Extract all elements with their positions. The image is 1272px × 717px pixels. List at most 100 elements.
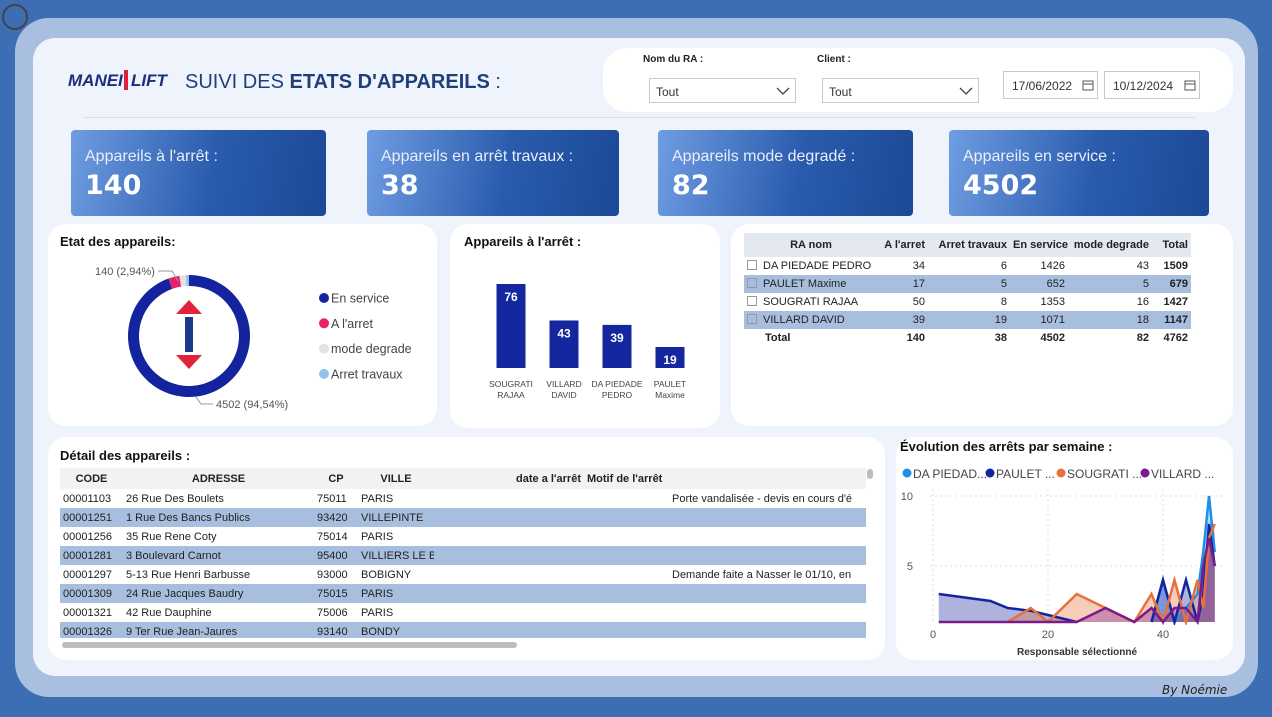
donut-slice bbox=[168, 275, 182, 289]
expand-button[interactable] bbox=[747, 296, 757, 306]
data-label: 39 bbox=[610, 331, 624, 345]
header-row: RA nom A l'arret Arret travaux En service mo… bbox=[744, 233, 1191, 257]
total-cell: 4762 bbox=[1163, 332, 1188, 344]
table-cell: DA PIEDADE PEDRO bbox=[744, 257, 878, 275]
panel-title: Évolution des arrêts par semaine : bbox=[900, 439, 1113, 454]
date-input[interactable]: 10/12/2024 bbox=[1104, 71, 1200, 99]
x-tick-label: 20 bbox=[1042, 629, 1054, 641]
table-cell bbox=[434, 584, 584, 603]
table-cell: Demande faite a Nasser le 01/10, en bbox=[672, 568, 852, 581]
scrollbar[interactable] bbox=[867, 469, 873, 479]
table-cell: 00001103 bbox=[63, 492, 112, 505]
separator bbox=[83, 117, 1195, 118]
expand-button[interactable] bbox=[747, 260, 757, 270]
table-row: 00001326 9 Ter Rue Jean-Jaures 93140 BONDY bbox=[60, 622, 866, 638]
table-row: PAULET Maxime 17 5 652 5 679 bbox=[744, 275, 1191, 293]
x-tick-label: PAULET Maxime bbox=[653, 379, 687, 400]
cell-text: 1426 bbox=[1040, 260, 1065, 272]
logo-text: MANEI bbox=[68, 71, 124, 90]
page-title: SUIVI DES ETATS D'APPAREILS : bbox=[185, 71, 501, 93]
kpi-card: Appareils mode degradé : 82 bbox=[658, 130, 913, 216]
table-cell: 35 Rue Rene Coty bbox=[126, 530, 217, 543]
footer: By Noémie bbox=[1162, 683, 1228, 697]
expand-button[interactable] bbox=[747, 278, 757, 288]
kpi-card: Appareils à l'arrêt : 140 bbox=[71, 130, 326, 216]
scrollbar[interactable] bbox=[62, 642, 517, 648]
cell-text: 6 bbox=[1000, 260, 1007, 272]
table-cell: SOUGRATI RAJAA bbox=[744, 293, 878, 311]
cell-text: 43 bbox=[1136, 260, 1149, 272]
expand-button[interactable] bbox=[747, 314, 757, 324]
kpi-label: Appareils mode degradé : bbox=[672, 148, 856, 165]
table-row: 00001256 35 Rue Rene Coty 75014 PARIS bbox=[60, 527, 866, 546]
table-cell: PARIS bbox=[358, 584, 434, 603]
table-row: SOUGRATI RAJAA 50 8 1353 16 1427 bbox=[744, 293, 1191, 311]
table-cell: 1147 bbox=[1152, 311, 1191, 329]
kpi-label: Appareils en arrêt travaux : bbox=[381, 148, 574, 165]
legend-label: mode degrade bbox=[331, 342, 412, 356]
kpi-card: Appareils en arrêt travaux : 38 bbox=[367, 130, 619, 216]
table-cell: 19 bbox=[928, 311, 1010, 329]
legend-label: Arret travaux bbox=[331, 367, 403, 381]
table-cell bbox=[434, 546, 584, 565]
table-row: VILLARD DAVID 39 19 1071 18 1147 bbox=[744, 311, 1191, 329]
table-cell: 9 Ter Rue Jean-Jaures bbox=[123, 622, 314, 638]
table-cell bbox=[434, 622, 584, 638]
legend-label: En service bbox=[331, 292, 389, 306]
table-cell: 39 bbox=[878, 311, 928, 329]
date-value: 17/06/2022 bbox=[1012, 79, 1073, 93]
table-cell: 26 Rue Des Boulets bbox=[126, 492, 224, 505]
bar bbox=[549, 320, 579, 368]
bar-panel: Appareils à l'arrêt : bbox=[450, 224, 720, 428]
table-cell: 679 bbox=[1152, 275, 1191, 293]
table-cell: VILLARD DAVID bbox=[744, 311, 878, 329]
table-cell: 43 bbox=[1068, 257, 1152, 275]
calendar-icon bbox=[1082, 80, 1094, 91]
column-header: Motif de l'arrêt bbox=[584, 468, 866, 489]
table-cell: 24 Rue Jacques Baudry bbox=[123, 584, 314, 603]
column-header: RA nom bbox=[744, 233, 878, 257]
logo-text: LIFT bbox=[131, 71, 168, 90]
table-cell: VILLEPINTE bbox=[358, 508, 434, 527]
data-label: 43 bbox=[557, 326, 571, 340]
header: MANEI LIFT SUIVI DES ETATS D'APPAREILS : bbox=[68, 70, 501, 93]
legend-marker bbox=[319, 368, 329, 379]
logo-mark bbox=[124, 70, 128, 90]
dropdown[interactable]: Tout bbox=[822, 78, 979, 103]
table-row: 00001281 3 Boulevard Carnot 95400 VILLIERS … bbox=[60, 546, 866, 565]
cell-text: PAULET Maxime bbox=[763, 278, 847, 290]
table-cell: 00001256 bbox=[63, 530, 112, 543]
cell-text: 8 bbox=[1000, 296, 1007, 308]
column-header: VILLE bbox=[358, 468, 434, 489]
table-cell bbox=[584, 508, 866, 527]
cell-text: 39 bbox=[912, 314, 925, 326]
table-cell: 5 bbox=[928, 275, 1010, 293]
cell-text: 1071 bbox=[1040, 314, 1065, 326]
table-row: 00001103 26 Rue Des Boulets 75011 PARIS Port… bbox=[60, 489, 866, 508]
table-cell: PARIS bbox=[361, 530, 394, 543]
x-tick-label: DA PIEDADE PEDRO bbox=[591, 379, 643, 400]
dropdown[interactable]: Tout bbox=[649, 78, 796, 103]
total-cell: 4502 bbox=[1040, 332, 1065, 344]
column-header: CODE bbox=[60, 468, 123, 489]
table-cell: 93420 bbox=[314, 508, 358, 527]
back-button[interactable] bbox=[2, 4, 28, 30]
table-row: DA PIEDADE PEDRO 34 6 1426 43 1509 bbox=[744, 257, 1191, 275]
table-cell: 00001281 bbox=[60, 546, 123, 565]
x-tick-label: 0 bbox=[930, 629, 936, 641]
chevron bbox=[959, 87, 973, 95]
total-cell: 140 bbox=[906, 332, 925, 344]
table-row: 00001251 1 Rue Des Bancs Publics 93420 VILL… bbox=[60, 508, 866, 527]
date-input[interactable]: 17/06/2022 bbox=[1003, 71, 1098, 99]
panel-title: Etat des appareils: bbox=[60, 234, 176, 249]
donut-slice bbox=[179, 275, 187, 287]
table-cell: VILLIERS LE BEL bbox=[358, 546, 434, 565]
legend-label: PAULET ... bbox=[996, 467, 1055, 481]
legend-marker bbox=[985, 468, 995, 478]
summary-panel: RA nom A l'arret Arret travaux En service mo… bbox=[731, 224, 1233, 426]
table-cell: 00001309 bbox=[60, 584, 123, 603]
data-label: 76 bbox=[504, 290, 518, 304]
table-cell: 93140 bbox=[314, 622, 358, 638]
legend-label: SOUGRATI ... bbox=[1067, 467, 1142, 481]
x-axis-title: Responsable sélectionné bbox=[1017, 647, 1137, 658]
